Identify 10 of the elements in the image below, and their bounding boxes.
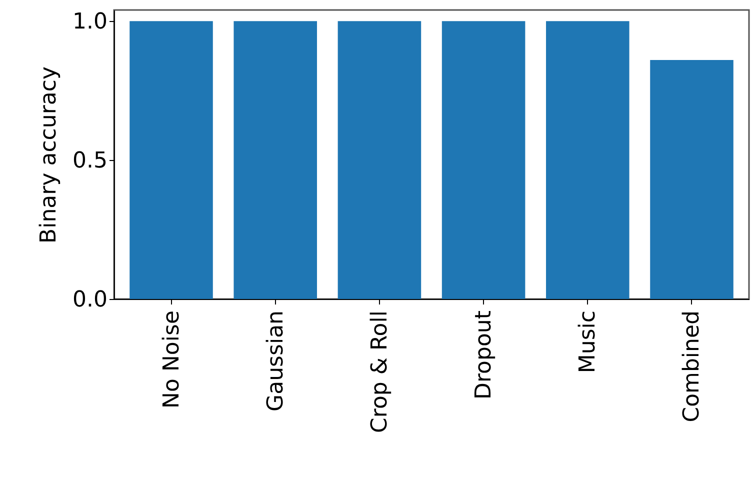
y-tick-label: 1.0 [72,10,108,35]
x-tick-label: Crop & Roll [367,310,392,433]
x-tick-label: Gaussian [263,310,288,412]
y-axis-title: Binary accuracy [36,66,62,244]
x-tick-label: Music [576,310,601,374]
y-tick-label: 0.5 [72,148,108,174]
x-tick-label: Combined [680,310,705,422]
x-tick-label: No Noise [159,310,184,408]
x-tick-label: Dropout [472,310,497,400]
y-tick-label: 0.0 [72,288,108,312]
